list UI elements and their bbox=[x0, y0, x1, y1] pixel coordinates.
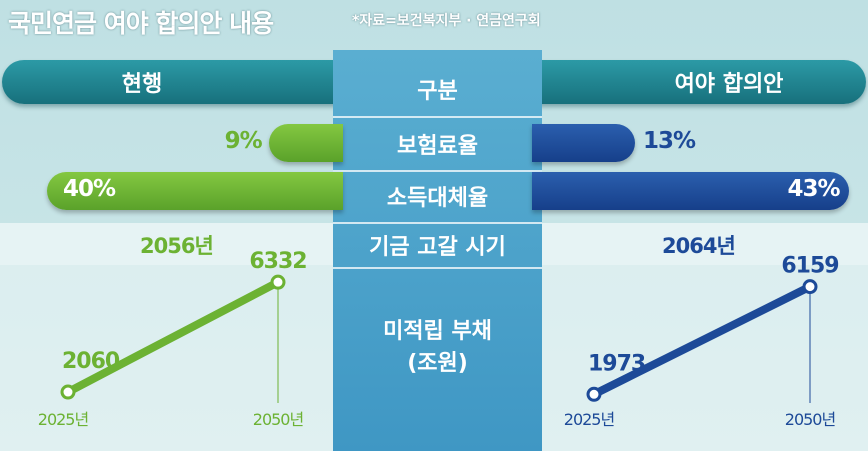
depletion-current: 2056년 bbox=[140, 234, 214, 258]
data-label: 1973 bbox=[588, 351, 645, 376]
bar-current-insurance bbox=[268, 124, 343, 162]
x-tick-label: 2025년 bbox=[564, 410, 615, 429]
row-label-depletion: 기금 고갈 시기 bbox=[369, 235, 506, 260]
category-column: 구분 보험료율 소득대체율 기금 고갈 시기 미적립 부채 (조원) bbox=[333, 50, 542, 451]
data-label-current-replacement: 40% bbox=[63, 176, 116, 202]
proposal-column-label: 여야 합의안 bbox=[674, 72, 784, 97]
depletion-band-left bbox=[0, 223, 333, 265]
debt-chart-current: 2060 6332 2025년 2050년 bbox=[38, 249, 308, 429]
debt-chart-proposal: 1973 6159 2025년 2050년 bbox=[564, 254, 840, 429]
data-point bbox=[586, 386, 602, 402]
data-label: 2060 bbox=[62, 349, 120, 374]
source-note: *자료=보건복지부 · 연금연구회 bbox=[352, 13, 541, 29]
page-title: 국민연금 여야 합의안 내용 bbox=[8, 9, 274, 38]
data-label: 6159 bbox=[781, 254, 838, 279]
data-label-proposal-insurance: 13% bbox=[642, 128, 696, 154]
divider bbox=[333, 170, 542, 172]
row-label-debt: 미적립 부채 (조원) bbox=[333, 300, 542, 395]
row-label-debt-line1: 미적립 부채 bbox=[383, 318, 492, 344]
debt-panel-right bbox=[542, 265, 868, 451]
divider bbox=[333, 222, 542, 224]
x-tick-label: 2050년 bbox=[253, 410, 304, 429]
row-label-insurance: 보험료율 bbox=[397, 134, 478, 159]
bar-proposal-insurance bbox=[532, 124, 635, 162]
bar-proposal-replacement bbox=[532, 172, 850, 210]
data-label-proposal-replacement: 43% bbox=[787, 176, 840, 202]
category-header: 구분 bbox=[417, 79, 458, 104]
header: 국민연금 여야 합의안 내용 *자료=보건복지부 · 연금연구회 bbox=[0, 0, 868, 40]
series-line bbox=[590, 282, 814, 399]
row-label-replacement: 소득대체율 bbox=[386, 186, 489, 211]
depletion-band-right bbox=[542, 223, 868, 265]
current-column-label: 현행 bbox=[121, 72, 163, 97]
data-label: 6332 bbox=[249, 249, 306, 274]
divider bbox=[333, 116, 542, 118]
bar-current-replacement bbox=[47, 172, 343, 210]
series-line bbox=[64, 278, 282, 397]
data-label-current-insurance: 9% bbox=[224, 128, 263, 154]
x-tick-label: 2050년 bbox=[785, 410, 836, 429]
divider bbox=[333, 267, 542, 269]
data-point bbox=[60, 384, 76, 400]
data-point bbox=[270, 274, 286, 290]
current-column-header: 현행 bbox=[2, 60, 342, 104]
row-label-debt-line2: (조원) bbox=[407, 350, 468, 376]
proposal-column-header: 여야 합의안 bbox=[532, 60, 866, 104]
x-tick-label: 2025년 bbox=[38, 410, 89, 429]
data-point bbox=[802, 279, 818, 295]
depletion-proposal: 2064년 bbox=[662, 234, 736, 258]
